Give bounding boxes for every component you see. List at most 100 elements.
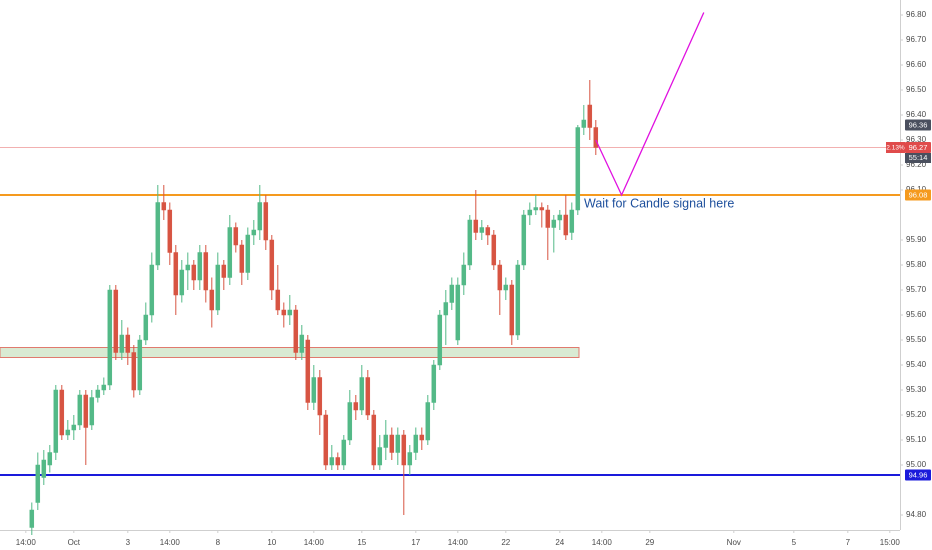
candle-body (557, 214, 563, 221)
candle-body (329, 457, 335, 466)
x-tick-label: 14:00 (592, 538, 613, 547)
candle-body (509, 284, 515, 336)
x-tick-label: Nov (727, 538, 741, 547)
y-tick-label: 96.20 (906, 160, 927, 169)
candle-body (59, 389, 65, 436)
y-tick-label: 95.70 (906, 285, 927, 294)
x-tick-label: 3 (126, 538, 131, 547)
y-tick-label: 96.60 (906, 60, 927, 69)
candle-body (371, 414, 377, 466)
candle-body (377, 447, 383, 466)
candle-body (539, 207, 545, 211)
candle-body (35, 464, 41, 503)
candle-body (77, 394, 83, 426)
candle-body (581, 119, 587, 128)
y-tick-label: 95.10 (906, 435, 927, 444)
candle-body (359, 377, 365, 411)
candle-body (365, 377, 371, 416)
x-tick-label: 14:00 (160, 538, 181, 547)
candle-body (491, 234, 497, 266)
y-tick-label: 95.50 (906, 335, 927, 344)
candle-body (257, 202, 263, 231)
candle-body (251, 229, 257, 236)
price-badge-label: 96.08 (909, 190, 928, 199)
countdown-badge (905, 153, 931, 163)
candle-body (89, 397, 95, 426)
candle-body (95, 389, 101, 398)
candle-body (185, 264, 191, 271)
x-tick-label: 22 (501, 538, 510, 547)
candle-body (527, 209, 533, 216)
candle-body (269, 239, 275, 291)
candle-body (239, 244, 245, 273)
candle-body (425, 402, 431, 441)
candle-body (53, 389, 59, 453)
y-tick-label: 94.80 (906, 510, 927, 519)
candle-body (203, 252, 209, 291)
candle-body (125, 334, 131, 353)
candle-body (179, 269, 185, 296)
y-tick-label: 96.50 (906, 85, 927, 94)
candle-body (323, 414, 329, 466)
y-tick-label: 95.20 (906, 410, 927, 419)
candle-body (545, 209, 551, 228)
candle-body (263, 202, 269, 241)
candle-body (575, 127, 581, 211)
candle-body (497, 264, 503, 291)
candle-body (593, 127, 599, 148)
x-tick-label: 15:00 (880, 538, 901, 547)
y-tick-label: 96.40 (906, 110, 927, 119)
candle-body (137, 339, 143, 391)
countdown-label: 55:14 (909, 153, 928, 162)
candle-body (467, 219, 473, 266)
y-tick-label: 96.30 (906, 135, 927, 144)
candle-body (71, 424, 77, 431)
price-badge (905, 189, 931, 201)
candle-body (353, 402, 359, 411)
candle-body (281, 309, 287, 316)
y-tick-label: 95.60 (906, 310, 927, 319)
candle-body (161, 202, 167, 211)
candle-body (305, 339, 311, 403)
candle-body (503, 284, 509, 291)
candle-body (485, 227, 491, 236)
candle-body (41, 459, 47, 478)
candle-body (215, 264, 221, 311)
y-tick-label: 95.90 (906, 235, 927, 244)
price-badge-label: 96.27 (909, 143, 928, 152)
candle-body (335, 457, 341, 466)
candle-body (401, 434, 407, 466)
projection-path (595, 12, 705, 197)
candle-body (83, 394, 89, 428)
x-tick-label: 24 (555, 538, 564, 547)
candle-body (143, 314, 149, 341)
candle-body (119, 334, 125, 353)
candle-body (515, 264, 521, 336)
candle-body (551, 219, 557, 228)
price-badge-label: 94.96 (909, 470, 928, 479)
candle-body (101, 384, 107, 391)
candle-body (167, 209, 173, 253)
candle-body (473, 219, 479, 233)
candle-body (347, 402, 353, 441)
change-label: 2.13% (886, 145, 905, 152)
y-tick-label: 96.70 (906, 35, 927, 44)
candle-body (245, 234, 251, 273)
candle-body (395, 434, 401, 453)
candle-body (275, 289, 281, 311)
price-badge (905, 142, 931, 153)
x-tick-label: 8 (216, 538, 221, 547)
candle-body (131, 352, 137, 391)
candle-body (533, 207, 539, 211)
x-tick-label: 7 (846, 538, 851, 547)
y-tick-label: 95.40 (906, 360, 927, 369)
price-badge-label: 96.36 (909, 120, 928, 129)
candle-body (419, 434, 425, 441)
candle-body (197, 252, 203, 281)
candle-body (107, 289, 113, 386)
x-tick-label: 14:00 (304, 538, 325, 547)
candle-body (173, 252, 179, 296)
candle-body (461, 264, 467, 286)
candle-body (413, 434, 419, 453)
